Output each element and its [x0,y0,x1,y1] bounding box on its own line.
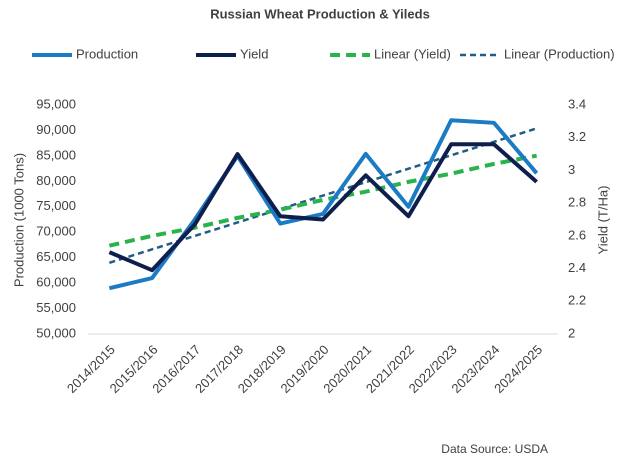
y-tick-label: 90,000 [36,122,76,137]
y2-tick-label: 3.2 [568,129,586,144]
y-tick-label: 85,000 [36,147,76,162]
y2-tick-label: 3.4 [568,96,586,111]
y-tick-label: 55,000 [36,300,76,315]
y-tick-label: 65,000 [36,249,76,264]
y-tick-label: 50,000 [36,325,76,340]
legend-label: Yield [240,46,268,61]
y-tick-label: 95,000 [36,96,76,111]
y-tick-label: 70,000 [36,224,76,239]
y-tick-label: 60,000 [36,275,76,290]
legend-label: Linear (Production) [504,46,615,61]
y2-tick-label: 3 [568,162,575,177]
legend-label: Linear (Yield) [374,46,451,61]
y2-tick-label: 2.4 [568,260,586,275]
y-axis-label: Production (1000 Tons) [11,153,26,287]
series-line [108,142,538,273]
y2-tick-label: 2 [568,325,575,340]
y-tick-label: 75,000 [36,198,76,213]
series-line [108,127,538,264]
y2-tick-label: 2.6 [568,227,586,242]
y2-axis-label: Yield (T/Ha) [595,186,610,255]
legend-label: Production [76,46,138,61]
y-tick-label: 80,000 [36,173,76,188]
series-line [108,153,538,248]
y2-tick-label: 2.2 [568,293,586,308]
source: Data Source: USDA [441,442,548,456]
y2-tick-label: 2.8 [568,195,586,210]
chart-title: Russian Wheat Production & Yileds [210,6,430,21]
